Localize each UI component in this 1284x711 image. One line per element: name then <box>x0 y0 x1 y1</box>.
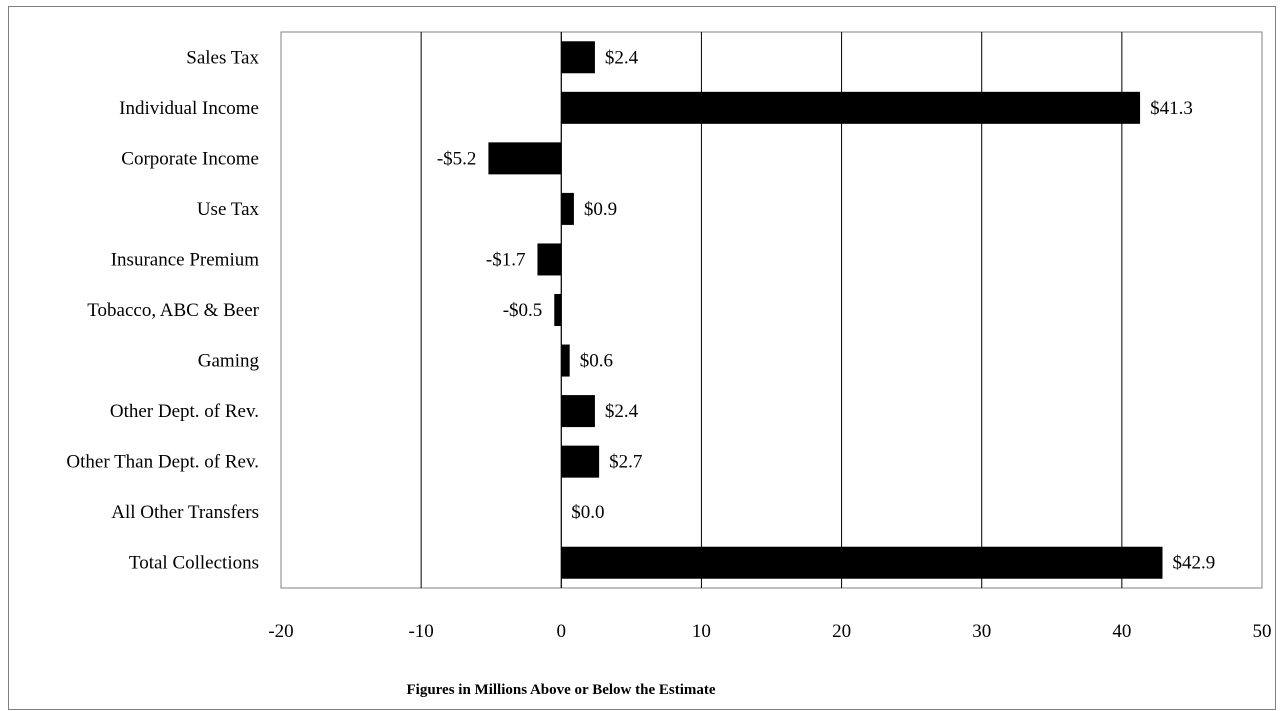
category-label: Other Dept. of Rev. <box>110 401 259 422</box>
x-tick-label: 0 <box>557 621 567 642</box>
category-labels: Sales Tax Individual Income Corporate Inco… <box>66 47 259 573</box>
x-tick-label: -20 <box>268 621 293 642</box>
data-label: $2.4 <box>605 401 639 422</box>
bar <box>561 445 600 478</box>
bar <box>537 243 562 276</box>
data-labels: $2.4 $41.3 -$5.2 $0.9 -$1.7 -$0.5 $0.6 $2.4 $2.7… <box>437 47 1215 573</box>
data-label: $42.9 <box>1172 553 1215 574</box>
category-label: Corporate Income <box>121 148 259 169</box>
data-label: $2.7 <box>609 452 642 473</box>
bar <box>561 344 570 377</box>
category-label: Total Collections <box>129 553 259 574</box>
bar <box>488 142 562 175</box>
category-label: Sales Tax <box>186 47 259 68</box>
category-label: Use Tax <box>197 199 260 220</box>
data-label: $0.6 <box>580 351 613 372</box>
category-label: Other Than Dept. of Rev. <box>66 452 259 473</box>
category-label: Insurance Premium <box>111 249 259 270</box>
bar <box>561 192 574 225</box>
data-label: $41.3 <box>1150 98 1193 119</box>
x-tick-labels: -20 -10 0 10 20 30 40 50 <box>268 621 1271 642</box>
x-tick-label: 50 <box>1253 621 1272 642</box>
data-label: $0.9 <box>584 199 617 220</box>
category-label: Gaming <box>198 351 260 372</box>
x-tick-label: 10 <box>692 621 711 642</box>
data-label: -$1.7 <box>486 249 526 270</box>
data-label: -$0.5 <box>503 300 543 321</box>
x-tick-label: -10 <box>408 621 433 642</box>
data-label: $2.4 <box>605 47 639 68</box>
bar <box>561 91 1141 124</box>
bar <box>554 294 562 326</box>
category-label: Individual Income <box>119 98 259 119</box>
bar <box>561 41 595 74</box>
x-tick-label: 40 <box>1112 621 1131 642</box>
data-label: $0.0 <box>571 502 604 523</box>
x-tick-label: 20 <box>832 621 851 642</box>
plot-area <box>280 31 1263 589</box>
bar <box>561 395 595 428</box>
x-axis-title: Figures in Millions Above or Below the E… <box>406 682 715 698</box>
category-label: Tobacco, ABC & Beer <box>87 300 259 321</box>
bar <box>561 546 1163 579</box>
category-label: All Other Transfers <box>111 502 259 523</box>
data-label: -$5.2 <box>437 148 477 169</box>
bars <box>488 41 1163 579</box>
x-tick-label: 30 <box>972 621 991 642</box>
